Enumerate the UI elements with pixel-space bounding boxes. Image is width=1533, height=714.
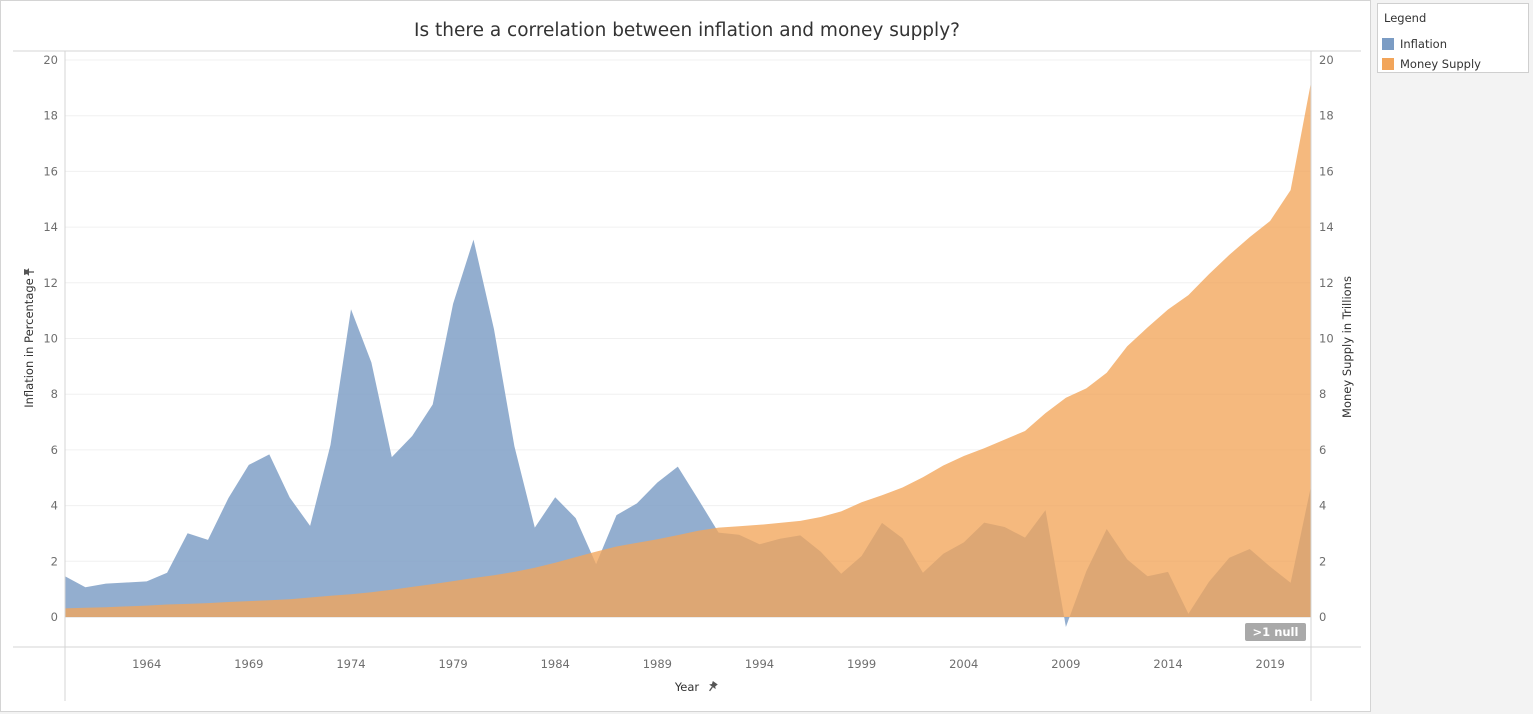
null-indicator-badge [1245, 623, 1306, 641]
x-tick-label: 1969 [234, 657, 263, 671]
y2-tick-label: 20 [1319, 53, 1334, 67]
y2-axis-title: Money Supply in Trillions [1340, 276, 1354, 418]
y-tick-label: 4 [51, 499, 58, 513]
y-tick-label: 12 [43, 276, 58, 290]
x-tick-label: 2014 [1153, 657, 1182, 671]
x-tick-label: 2004 [949, 657, 978, 671]
x-tick-label: 2019 [1256, 657, 1285, 671]
y-tick-label: 16 [43, 164, 58, 178]
y-tick-label: 2 [51, 554, 58, 568]
x-tick-label: 1999 [847, 657, 876, 671]
y-tick-label: 14 [43, 220, 58, 234]
legend-item-inflation[interactable]: Inflation [1382, 36, 1526, 52]
x-tick-label: 1974 [336, 657, 365, 671]
y2-tick-label: 10 [1319, 332, 1334, 346]
legend-swatch-money-supply [1382, 58, 1394, 70]
y2-tick-label: 16 [1319, 164, 1334, 178]
legend-label-money-supply: Money Supply [1400, 57, 1481, 71]
y-tick-label: 10 [43, 332, 58, 346]
y2-tick-label: 8 [1319, 387, 1326, 401]
x-tick-label: 1979 [438, 657, 467, 671]
x-tick-label: 1994 [745, 657, 774, 671]
x-axis-title-group[interactable]: Year [674, 680, 719, 694]
null-indicator[interactable]: >1 null [1245, 623, 1306, 641]
x-tick-label: 1964 [132, 657, 161, 671]
y2-tick-label: 2 [1319, 554, 1326, 568]
y2-tick-label: 0 [1319, 610, 1326, 624]
x-axis-pin-icon[interactable] [706, 680, 718, 693]
y-tick-label: 0 [51, 610, 58, 624]
null-indicator-label: >1 null [1253, 625, 1299, 639]
y-axis-title: Inflation in Percentage [22, 278, 36, 408]
legend-swatch-inflation [1382, 38, 1394, 50]
axes [13, 51, 1361, 701]
x-tick-label: 2009 [1051, 657, 1080, 671]
y-tick-label: 20 [43, 53, 58, 67]
x-axis-title: Year [674, 680, 700, 694]
y2-tick-label: 14 [1319, 220, 1334, 234]
y2-tick-label: 12 [1319, 276, 1334, 290]
y-axis-title-group[interactable]: Inflation in Percentage [22, 268, 36, 408]
y-tick-label: 18 [43, 109, 58, 123]
y2-tick-label: 18 [1319, 109, 1334, 123]
x-tick-label: 1984 [541, 657, 570, 671]
x-tick-label: 1989 [643, 657, 672, 671]
chart-panel: Is there a correlation between inflation… [0, 0, 1371, 712]
chart-title: Is there a correlation between inflation… [414, 20, 960, 41]
y-tick-label: 6 [51, 443, 58, 457]
legend-title: Legend [1384, 11, 1427, 25]
y-axis-pin-icon[interactable] [24, 268, 34, 276]
area-layer [65, 82, 1311, 627]
tick-labels: 0 2 4 6 8 10 12 14 16 18 20 0 2 4 6 8 10 12 14 16 18 20 1964 19… [43, 53, 1333, 671]
y-tick-label: 8 [51, 387, 58, 401]
chart-canvas: Is there a correlation between inflation… [13, 20, 1361, 701]
y2-tick-label: 6 [1319, 443, 1326, 457]
legend-label-inflation: Inflation [1400, 37, 1447, 51]
legend-panel: Legend Inflation Money Supply [1377, 3, 1529, 73]
y2-tick-label: 4 [1319, 499, 1326, 513]
area-money-supply[interactable] [65, 82, 1311, 618]
legend-item-money-supply[interactable]: Money Supply [1382, 56, 1526, 72]
